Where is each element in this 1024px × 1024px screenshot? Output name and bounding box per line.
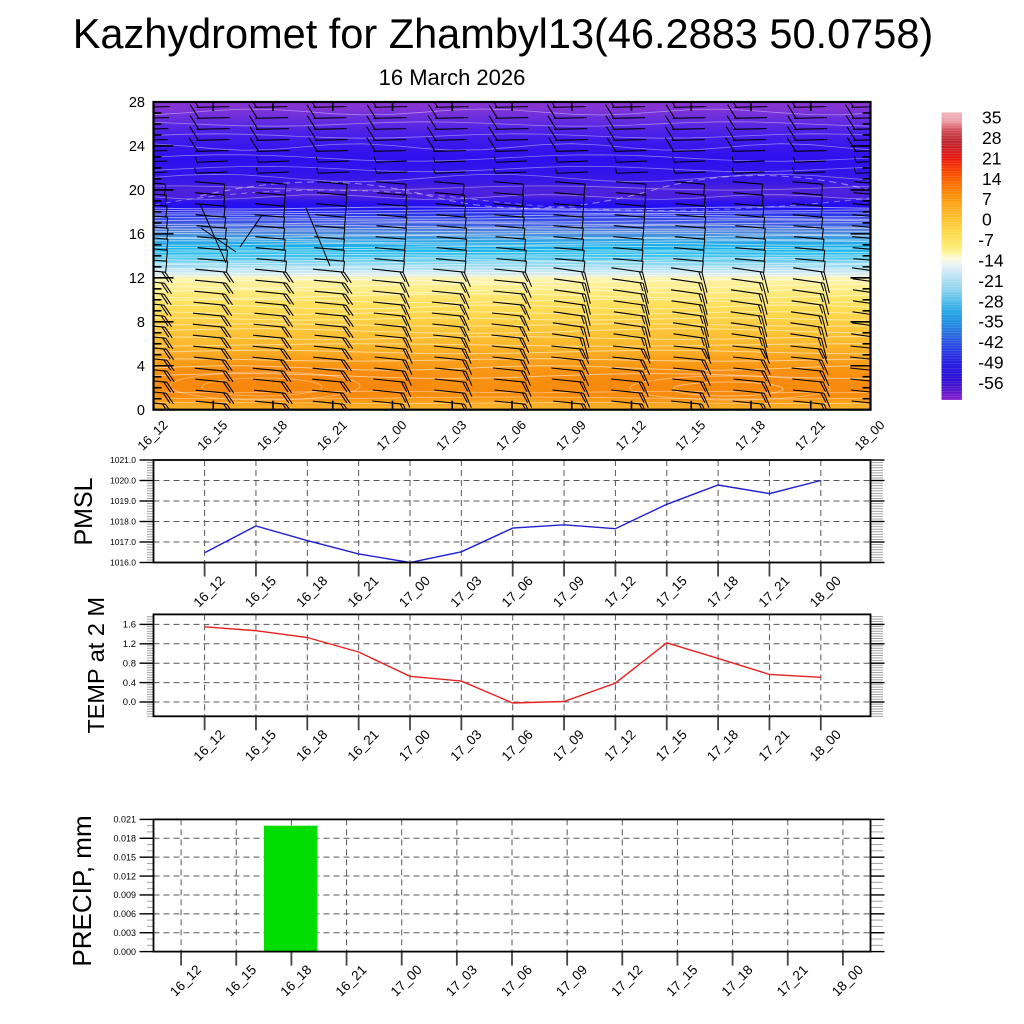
svg-text:0.021: 0.021	[113, 815, 136, 825]
svg-text:7: 7	[982, 189, 992, 209]
svg-text:-49: -49	[978, 353, 1003, 373]
svg-text:35: 35	[982, 108, 1001, 128]
svg-text:PRECIP, mm: PRECIP, mm	[67, 815, 97, 966]
svg-text:1019.0: 1019.0	[110, 496, 136, 506]
svg-text:1.2: 1.2	[123, 639, 136, 650]
svg-text:28: 28	[129, 95, 145, 111]
svg-text:0.4: 0.4	[123, 678, 136, 689]
svg-text:12: 12	[129, 271, 145, 287]
svg-text:21: 21	[982, 148, 1001, 168]
svg-text:0.8: 0.8	[123, 658, 136, 669]
svg-text:0.000: 0.000	[113, 947, 136, 957]
svg-text:8: 8	[137, 315, 145, 331]
svg-text:1018.0: 1018.0	[110, 517, 136, 527]
svg-text:0: 0	[137, 403, 145, 419]
svg-text:20: 20	[129, 183, 145, 199]
svg-text:1021.0: 1021.0	[110, 455, 136, 465]
svg-text:-14: -14	[978, 250, 1004, 270]
svg-text:16 March 2026: 16 March 2026	[379, 65, 526, 90]
svg-text:-56: -56	[978, 373, 1003, 393]
svg-text:0.006: 0.006	[113, 909, 136, 919]
svg-text:-42: -42	[978, 332, 1003, 352]
svg-text:-21: -21	[978, 271, 1003, 291]
svg-text:0.003: 0.003	[113, 928, 136, 938]
svg-text:14: 14	[982, 169, 1002, 189]
svg-text:PMSL: PMSL	[70, 477, 98, 545]
svg-text:-28: -28	[978, 291, 1003, 311]
svg-text:4: 4	[137, 359, 145, 375]
svg-text:16: 16	[129, 227, 145, 243]
svg-text:1016.0: 1016.0	[110, 558, 136, 568]
svg-text:0.015: 0.015	[113, 852, 136, 862]
svg-text:0: 0	[982, 210, 992, 230]
svg-text:-7: -7	[978, 230, 994, 250]
svg-text:0.009: 0.009	[113, 890, 136, 900]
svg-text:1017.0: 1017.0	[110, 537, 136, 547]
svg-text:0.012: 0.012	[113, 871, 136, 881]
svg-text:1020.0: 1020.0	[110, 476, 136, 486]
svg-text:0.018: 0.018	[113, 833, 136, 843]
svg-text:Kazhydromet for Zhambyl13(46.2: Kazhydromet for Zhambyl13(46.2883 50.075…	[73, 10, 933, 57]
svg-text:24: 24	[129, 139, 145, 155]
svg-text:1.6: 1.6	[123, 620, 136, 631]
svg-text:-35: -35	[978, 312, 1003, 332]
svg-text:0.0: 0.0	[123, 697, 136, 708]
svg-text:TEMP at 2 M: TEMP at 2 M	[83, 597, 109, 734]
svg-text:28: 28	[982, 128, 1001, 148]
